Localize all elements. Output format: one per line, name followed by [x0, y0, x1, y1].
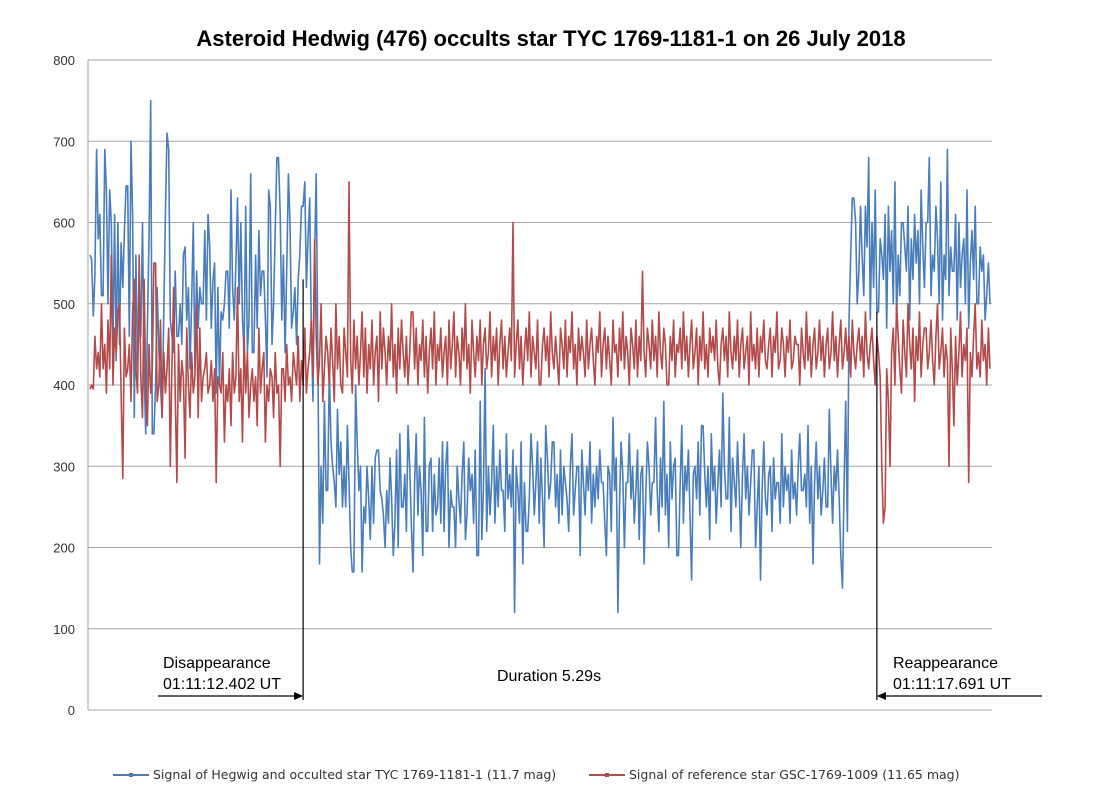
- y-tick-label-100: 100: [53, 622, 75, 637]
- legend-item-occulted-star: Signal of Hegwig and occulted star TYC 1…: [113, 767, 556, 782]
- reappearance-arrowhead: [876, 692, 886, 700]
- legend-item-reference-star: Signal of reference star GSC-1769-1009 (…: [589, 767, 960, 782]
- series-group: [89, 99, 991, 614]
- y-tick-label-700: 700: [53, 134, 75, 149]
- disappearance-label: Disappearance: [163, 655, 271, 672]
- legend: Signal of Hegwig and occulted star TYC 1…: [113, 767, 960, 782]
- disappearance-time: 01:11:12.402 UT: [163, 676, 281, 693]
- y-tick-label-300: 300: [53, 459, 75, 474]
- duration-label: Duration 5.29s: [497, 668, 601, 685]
- y-tick-label-800: 800: [53, 53, 75, 68]
- series-line-reference-star: [89, 181, 991, 524]
- series-line-occulted-star: [89, 99, 991, 614]
- y-tick-label-500: 500: [53, 297, 75, 312]
- reappearance-label: Reappearance: [893, 655, 998, 672]
- legend-label-occulted-star: Signal of Hegwig and occulted star TYC 1…: [153, 767, 556, 782]
- y-tick-label-400: 400: [53, 378, 75, 393]
- legend-marker-reference-star: [605, 773, 609, 777]
- y-tick-label-200: 200: [53, 541, 75, 556]
- y-axis: 0 100 200 300 400 500 600 700 800: [53, 53, 992, 718]
- annotation-lines: [158, 279, 1042, 700]
- chart-title: Asteroid Hedwig (476) occults star TYC 1…: [196, 26, 905, 51]
- legend-marker-occulted-star: [129, 773, 133, 777]
- annotations: Disappearance 01:11:12.402 UT Duration 5…: [158, 279, 1042, 700]
- y-tick-label-600: 600: [53, 216, 75, 231]
- legend-label-reference-star: Signal of reference star GSC-1769-1009 (…: [629, 767, 960, 782]
- y-tick-label-0: 0: [68, 703, 75, 718]
- disappearance-arrowhead: [294, 692, 304, 700]
- reappearance-time: 01:11:17.691 UT: [893, 676, 1011, 693]
